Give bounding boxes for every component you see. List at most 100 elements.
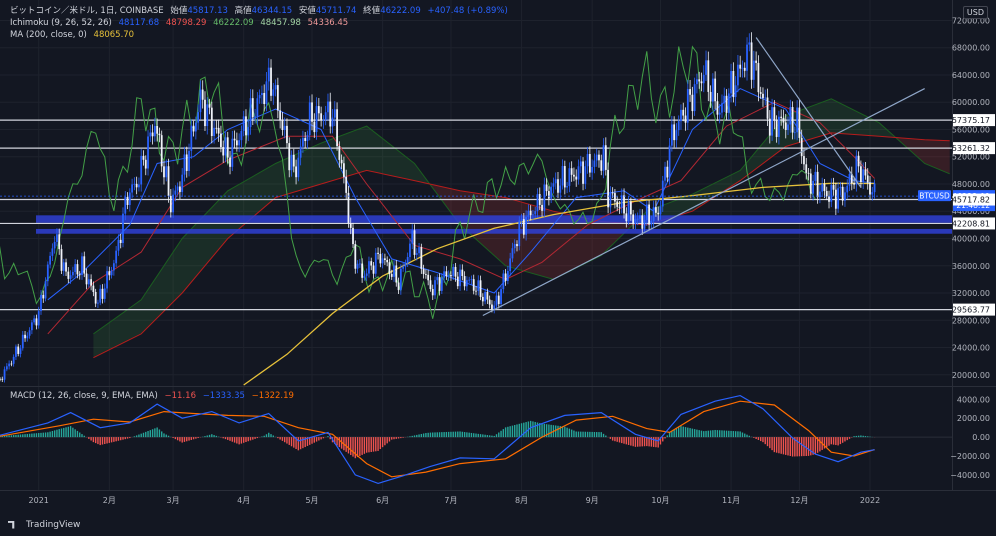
candle-body	[240, 130, 243, 141]
macd-histogram-bar	[441, 432, 443, 438]
candle-body	[197, 112, 200, 123]
candle-body	[329, 101, 332, 127]
symbol-title[interactable]: ビットコイン／米ドル, 1日, COINBASE	[10, 6, 164, 16]
candle-body	[477, 280, 480, 292]
macd-histogram-bar	[372, 437, 375, 452]
ichimoku-label[interactable]: Ichimoku (9, 26, 52, 26)	[10, 18, 112, 28]
macd-histogram-bar	[566, 427, 568, 438]
macd-histogram-bar	[709, 430, 712, 438]
candle-body	[42, 294, 45, 299]
candle-body	[573, 174, 575, 177]
macd-histogram-bar	[659, 437, 662, 445]
support-zone	[36, 228, 952, 234]
candle-body	[634, 219, 637, 224]
macd-tick-label: −4000.00	[950, 471, 990, 480]
candle-body	[862, 169, 865, 182]
macd-label[interactable]: MACD (12, 26, close, 9, EMA, EMA)	[10, 391, 158, 401]
candle-body	[839, 186, 842, 189]
macd-histogram-bar	[593, 431, 596, 438]
candle-body	[40, 294, 42, 312]
macd-histogram-bar	[110, 437, 113, 443]
candle-body	[506, 270, 509, 281]
macd-histogram-bar	[500, 430, 502, 438]
macd-histogram-bar	[680, 426, 682, 438]
macd-histogram-bar	[286, 437, 288, 444]
close-label: 終値	[363, 6, 381, 16]
ichimoku-span-b-value: 54336.45	[307, 18, 349, 28]
macd-histogram-bar	[290, 437, 293, 447]
macd-histogram-bar	[17, 434, 19, 438]
candle-body	[737, 64, 739, 86]
candle-body	[723, 95, 726, 104]
candle-body	[545, 184, 548, 192]
candle-body	[46, 264, 49, 282]
brand-logo[interactable]: TradingView	[8, 520, 80, 530]
macd-histogram-bar	[22, 434, 24, 438]
candle-body	[226, 137, 229, 158]
candle-body	[397, 282, 400, 291]
macd-histogram-bar	[254, 437, 256, 439]
candle-body	[600, 160, 603, 171]
candle-body	[632, 214, 635, 224]
candle-body	[33, 318, 36, 323]
macd-histogram-bar	[534, 421, 536, 438]
macd-histogram-bar	[176, 437, 179, 441]
candle-body	[413, 230, 416, 255]
candle-body	[714, 78, 717, 102]
candle-body	[110, 270, 113, 276]
macd-histogram-bar	[147, 431, 149, 438]
price-tick-label: 52000.00	[952, 153, 990, 162]
macd-histogram-bar	[860, 435, 862, 438]
candle-body	[721, 103, 723, 113]
candle-body	[532, 214, 534, 216]
macd-histogram-bar	[682, 426, 684, 438]
candle-body	[450, 275, 452, 277]
macd-histogram-bar	[707, 430, 710, 438]
price-tick-label: 20000.00	[952, 371, 990, 380]
candle-body	[256, 98, 259, 117]
time-tick-label: 8月	[515, 496, 528, 505]
candle-body	[74, 264, 77, 272]
candle-body	[313, 121, 316, 133]
macd-histogram-bar	[771, 437, 773, 451]
candle-body	[536, 194, 539, 212]
candle-body	[204, 99, 206, 127]
candle-body	[142, 155, 145, 160]
time-tick-label: 11月	[722, 496, 740, 505]
candle-body	[784, 122, 787, 131]
macd-histogram-bar	[49, 431, 51, 438]
macd-histogram-bar	[443, 432, 445, 438]
macd-histogram-bar	[675, 428, 678, 438]
macd-histogram-bar	[689, 428, 691, 438]
candle-body	[837, 188, 840, 209]
macd-signal-line	[0, 400, 875, 478]
candle-body	[354, 244, 357, 269]
macd-histogram-bar	[213, 435, 215, 438]
candle-body	[172, 194, 174, 213]
candle-body	[67, 271, 70, 279]
candle-body	[593, 160, 596, 167]
candle-body	[331, 117, 334, 127]
macd-histogram-bar	[800, 437, 803, 457]
macd-histogram-bar	[459, 431, 461, 438]
change-value: +407.48 (+0.89%)	[427, 6, 508, 16]
candle-body	[363, 275, 366, 278]
macd-histogram-bar	[846, 437, 848, 441]
macd-histogram-bar	[120, 437, 122, 441]
candle-body	[775, 120, 778, 137]
candle-body	[85, 273, 88, 285]
currency-badge[interactable]: USD	[962, 6, 988, 19]
macd-histogram-bar	[94, 437, 97, 444]
macd-histogram-bar	[126, 437, 129, 439]
macd-histogram-bar	[741, 432, 744, 438]
macd-histogram-bar	[705, 430, 707, 438]
macd-histogram-bar	[712, 430, 714, 438]
candle-body	[163, 166, 165, 178]
ma-label[interactable]: MA (200, close, 0)	[10, 30, 87, 40]
macd-histogram-bar	[773, 437, 776, 453]
candle-body	[563, 166, 566, 188]
candle-body	[404, 262, 407, 267]
macd-histogram-bar	[600, 432, 602, 438]
macd-histogram-bar	[361, 437, 363, 455]
candle-body	[570, 168, 573, 175]
